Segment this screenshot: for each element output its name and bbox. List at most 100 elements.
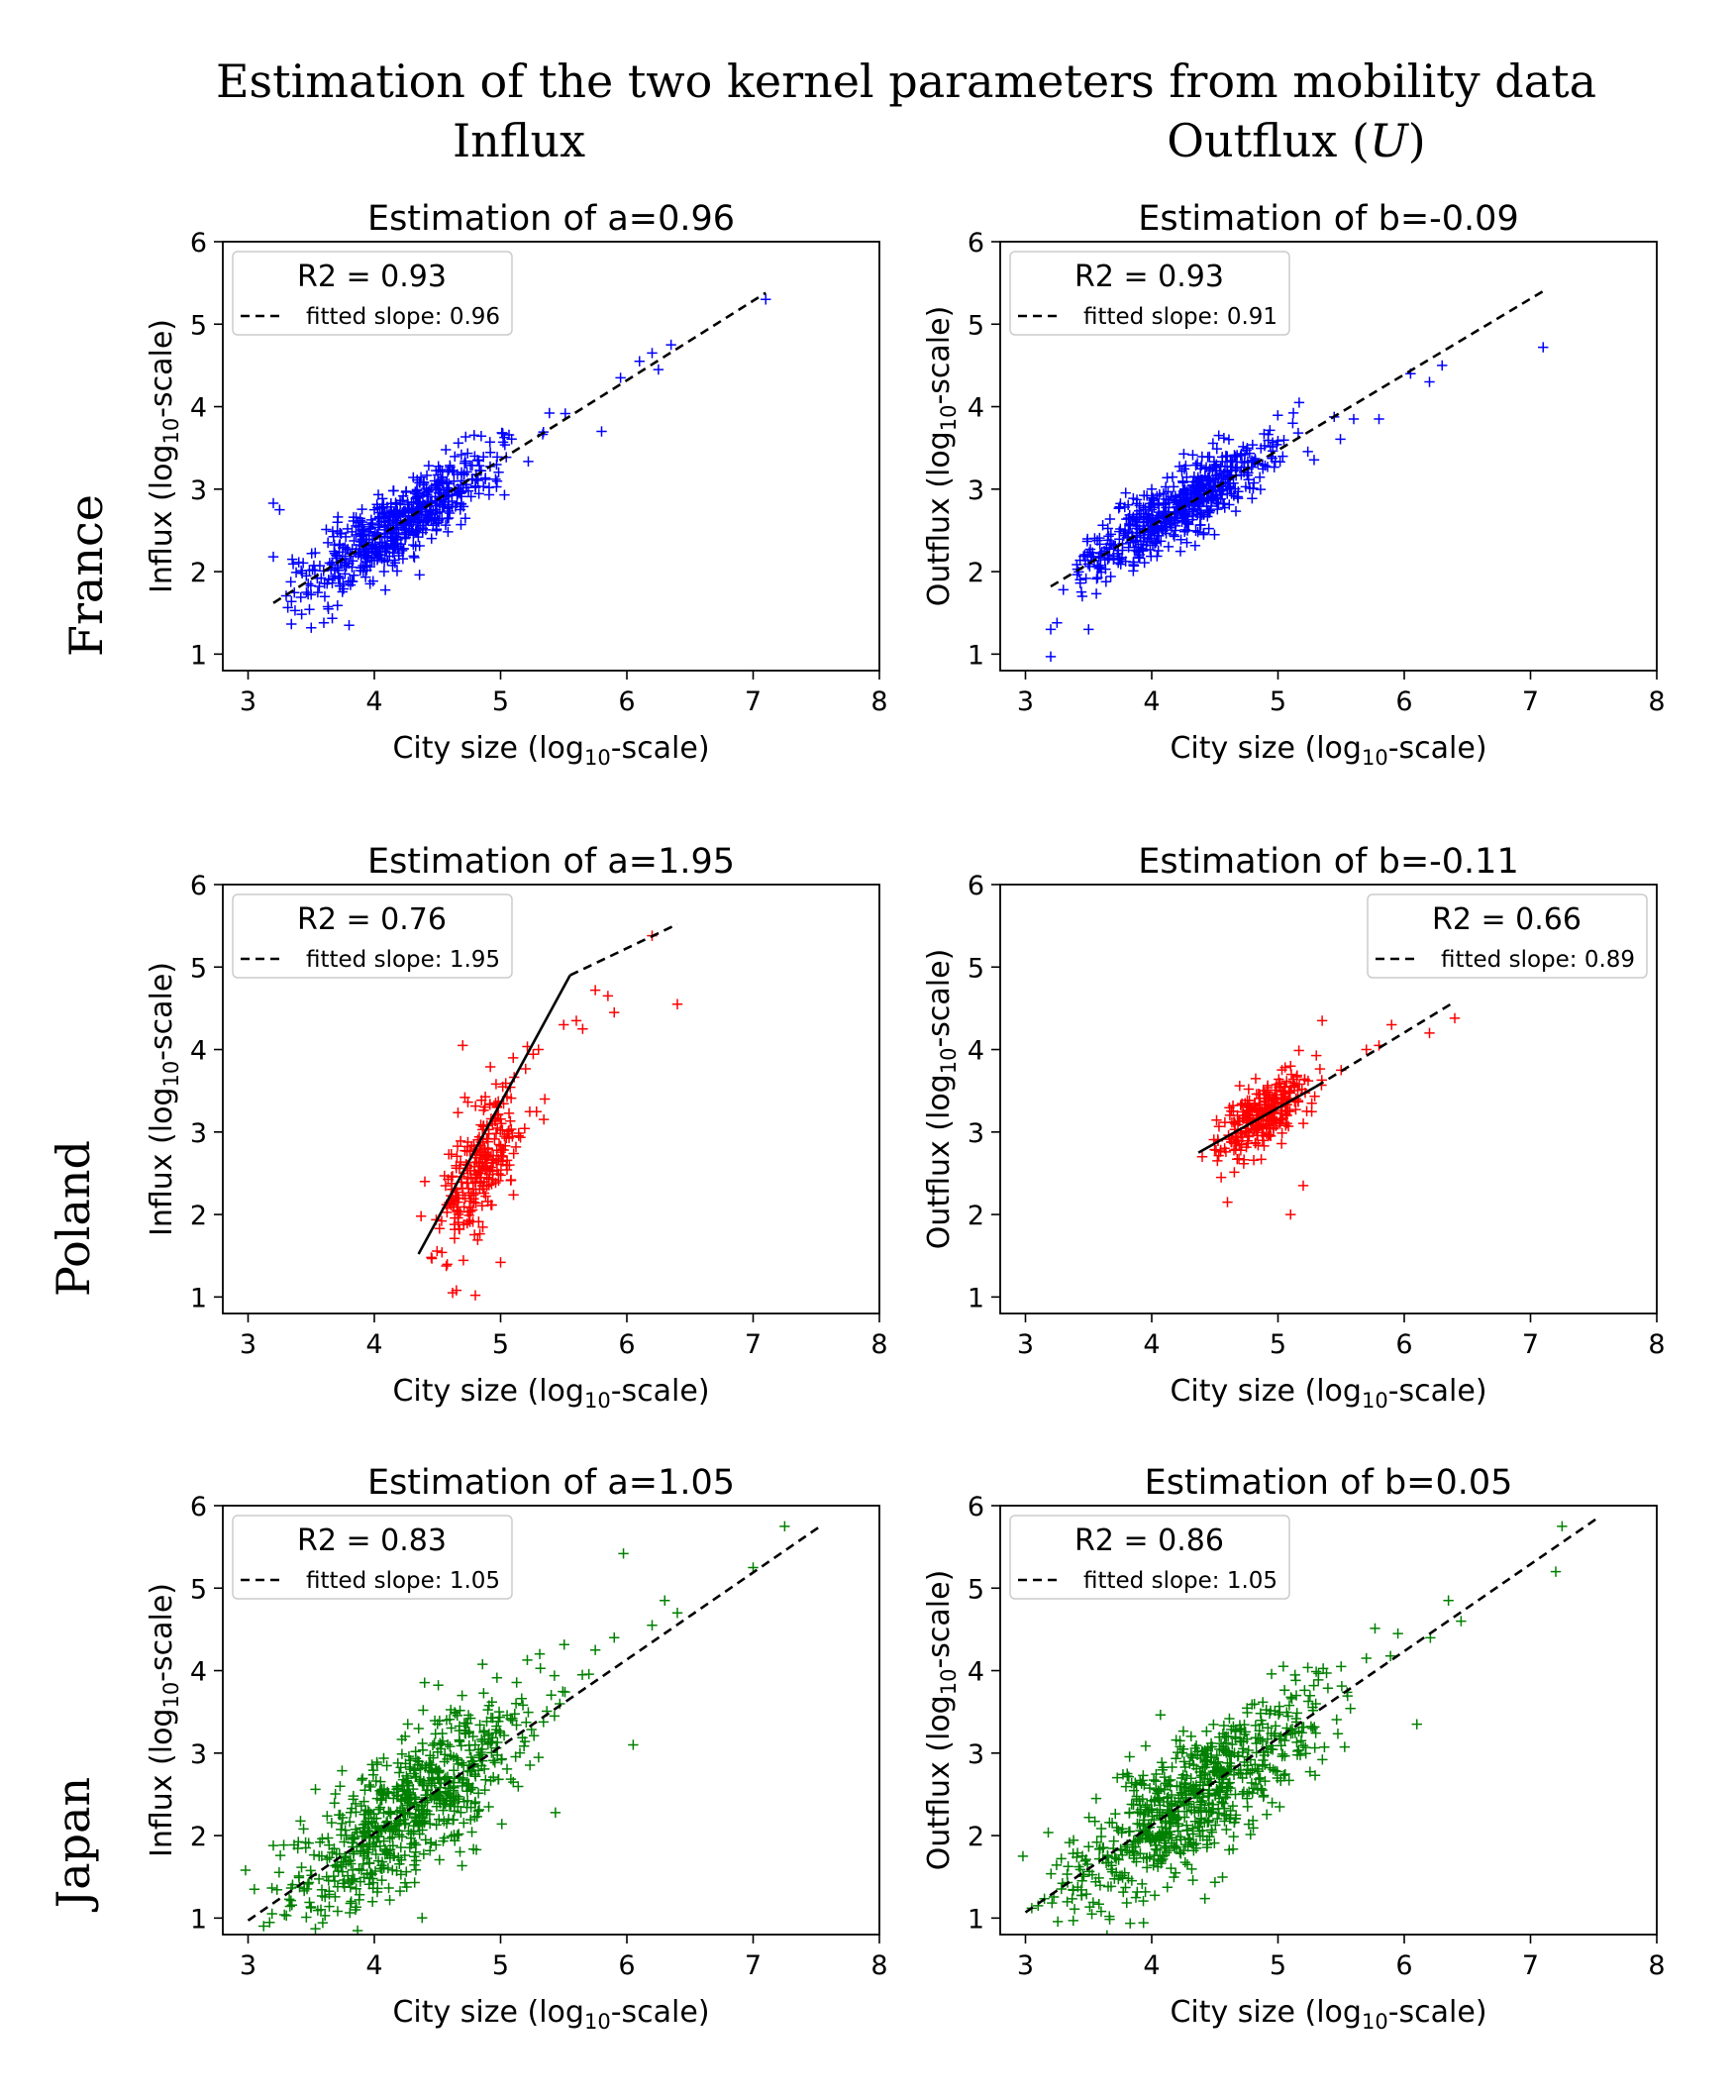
legend-r2: R2 = 0.93 [297,260,447,294]
data-point [1227,1800,1239,1812]
data-point [391,1865,402,1877]
data-point [534,1648,546,1659]
data-point [434,1782,446,1793]
data-point [354,539,365,551]
data-point [1198,1750,1210,1761]
data-point [394,1816,406,1827]
data-point [421,1808,432,1820]
data-point [404,1797,416,1808]
data-point [358,1872,369,1883]
data-point [387,1864,398,1876]
data-point [399,1731,411,1742]
data-point [452,1151,462,1162]
y-tick-label: 6 [968,871,984,901]
data-point [376,1795,387,1806]
data-point [417,1779,429,1791]
data-point [329,1798,340,1809]
data-point [1221,1783,1232,1794]
data-point [484,437,495,448]
data-point [1255,1100,1266,1110]
data-point [409,1859,420,1870]
data-point [443,1174,454,1185]
data-point [1095,1906,1107,1917]
data-point [376,1860,387,1871]
data-point [1292,427,1304,439]
data-point [459,1718,470,1729]
data-point [456,449,467,461]
data-point [482,1133,493,1144]
data-point [538,1113,550,1125]
x-tick-label: 4 [365,1950,382,1981]
data-point [1211,1114,1222,1125]
data-point [1125,520,1136,531]
data-point [535,1663,546,1674]
data-point [354,1889,365,1900]
data-point [344,1817,356,1828]
data-point [414,570,425,580]
data-point [478,1763,490,1775]
data-point [1120,1882,1131,1893]
data-point [1245,1767,1256,1778]
data-point [1297,1117,1309,1129]
data-point [1144,1782,1156,1794]
y-tick-label: 3 [190,475,207,506]
data-point [489,1757,500,1768]
y-axis-label: Outflux (log10-scale) [922,1570,961,1871]
data-point [368,504,380,515]
data-point [452,1710,462,1722]
data-point [508,1190,519,1201]
data-point [449,1233,460,1244]
data-point [1162,1793,1173,1804]
data-point [424,1818,436,1830]
data-point [1158,1761,1169,1773]
data-point [490,1079,502,1090]
data-point [1392,1628,1403,1639]
data-point [1117,545,1128,556]
x-tick-label: 5 [1270,1950,1286,1981]
data-point [1276,1138,1287,1149]
data-point [1138,536,1149,547]
data-point [383,1882,394,1894]
data-point [1308,1680,1319,1691]
data-point [431,1820,442,1831]
data-point [1131,1779,1142,1790]
data-point [1252,1763,1263,1775]
data-point [1292,1745,1303,1757]
data-point [460,481,472,493]
data-point [479,1784,490,1796]
data-point [388,1850,400,1861]
data-point [1218,468,1229,479]
data-point [1302,446,1313,458]
data-point [457,1690,467,1701]
data-point [1187,1829,1199,1839]
column-header-influx: Influx [453,114,585,167]
plot-frame [222,1505,880,1936]
x-tick-label: 6 [618,1950,635,1981]
legend-box [1009,1515,1290,1600]
data-point [267,497,279,509]
data-point [1156,1757,1168,1768]
data-point [1211,1749,1223,1761]
y-tick-label: 1 [968,640,984,671]
data-point [344,620,355,631]
x-tick-label: 5 [1270,1329,1286,1360]
data-point [287,559,299,570]
data-point [1068,1847,1078,1859]
data-point [472,1765,484,1776]
data-point [310,1923,321,1935]
data-point [1281,1109,1292,1121]
data-point [1056,1853,1067,1864]
data-point [280,590,292,601]
data-point [1186,479,1198,490]
data-point [1230,505,1242,517]
data-point [1437,360,1448,371]
data-point [425,1845,436,1856]
data-point [285,1895,297,1906]
data-point [1083,1841,1094,1852]
data-point [328,1870,340,1882]
data-point [440,1749,451,1760]
fit-line-extension [1315,1000,1456,1089]
data-point [1105,529,1117,540]
data-point [446,1149,457,1160]
